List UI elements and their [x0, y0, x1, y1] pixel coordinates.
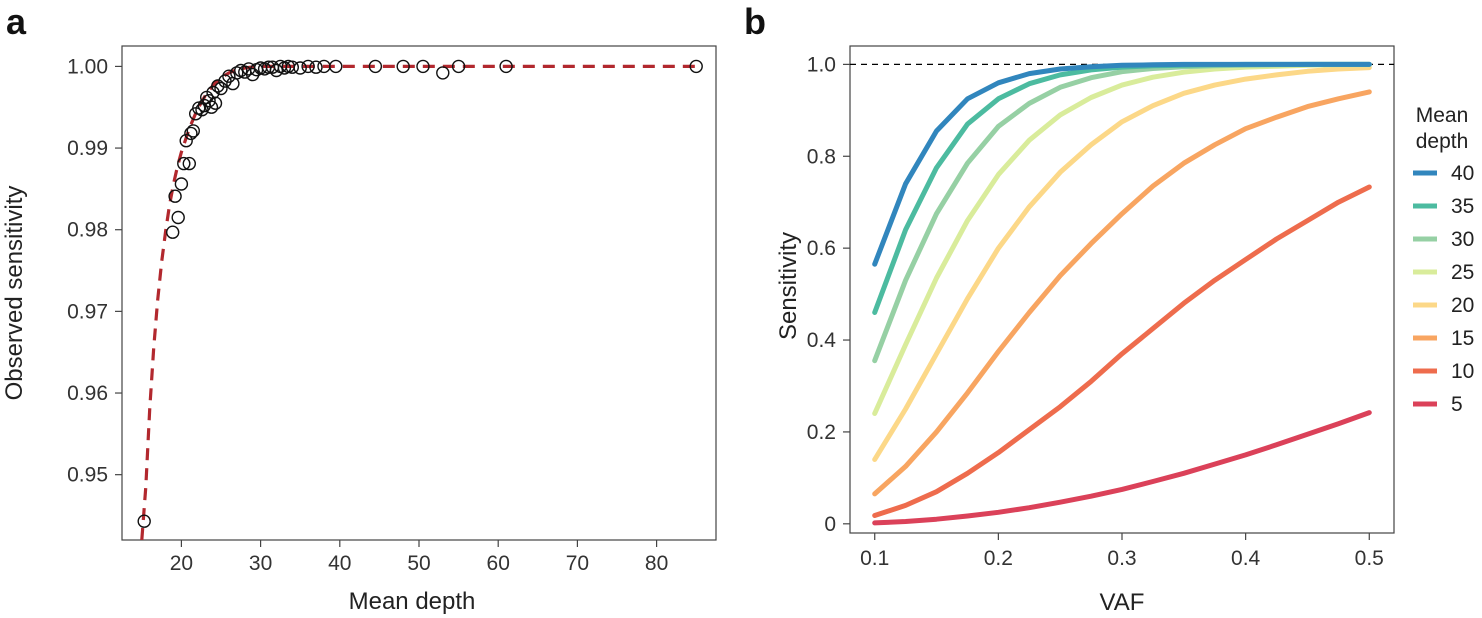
- legend-title-line-1: Mean: [1416, 104, 1469, 127]
- panel-a-x-tick-label: 40: [328, 552, 351, 575]
- legend-label-depth-30: 30: [1451, 228, 1474, 251]
- panel-a-fit-line: [140, 64, 697, 540]
- panel-a-point: [179, 133, 193, 148]
- panel-a-point: [171, 210, 185, 225]
- panel-a-point: [177, 156, 191, 171]
- panel-a-point: [499, 59, 513, 74]
- legend-label-depth-25: 25: [1451, 261, 1474, 284]
- series-line-depth-5: [872, 410, 1372, 526]
- panel-a-point: [165, 225, 180, 239]
- panel-a-point: [184, 126, 198, 141]
- panel-a-point: [168, 189, 182, 203]
- panel-a-point: [137, 514, 151, 528]
- panel-b: b 0.1 0.2 0.3 0.4 0.5 0 0.2 0.4 0.6 0.8 1.0 VAF S…: [744, 1, 1474, 616]
- panel-a-x-label: Mean depth: [349, 588, 476, 615]
- legend-label-depth-15: 15: [1451, 327, 1474, 350]
- panel-a-y-tick-label: 0.96: [67, 382, 108, 405]
- panel-a-x-tick-label: 30: [249, 552, 272, 575]
- panel-a-point: [285, 60, 299, 74]
- panel-b-series: [872, 61, 1372, 526]
- panel-b-y-tick-label: 0.8: [807, 145, 836, 168]
- panel-b-x-tick-label: 0.1: [860, 547, 889, 570]
- panel-a-point: [269, 63, 284, 78]
- panel-b-y-axis: 0 0.2 0.4 0.6 0.8 1.0: [807, 53, 850, 536]
- panel-b-y-tick-label: 1.0: [807, 53, 836, 76]
- panel-a-y-tick-label: 0.97: [67, 300, 108, 323]
- panel-a: a 20 30 40 50 60 70 80 0.95 0.96 0.97 0.98 0.99 1.0…: [1, 1, 717, 615]
- panel-a-x-tick-label: 70: [566, 552, 589, 575]
- panel-a-point: [329, 59, 343, 74]
- panel-a-y-label: Observed sensitivity: [1, 186, 28, 401]
- panel-b-x-tick-label: 0.5: [1355, 547, 1384, 570]
- panel-a-point: [396, 59, 410, 74]
- panel-a-y-tick-label: 0.98: [67, 219, 108, 242]
- panel-a-fit-line-group: [140, 64, 697, 540]
- panel-b-x-tick-label: 0.4: [1231, 547, 1261, 570]
- panel-a-y-axis: 0.95 0.96 0.97 0.98 0.99 1.00: [67, 55, 122, 487]
- panel-b-y-tick-label: 0.2: [807, 421, 836, 444]
- panel-b-letter: b: [744, 1, 766, 42]
- panel-a-x-tick-label: 60: [487, 552, 510, 575]
- panel-a-x-tick-label: 50: [407, 552, 430, 575]
- panel-a-point: [309, 60, 323, 74]
- panel-a-x-tick-label: 20: [170, 552, 193, 575]
- panel-a-point: [214, 81, 228, 96]
- legend-label-depth-5: 5: [1451, 393, 1463, 416]
- panel-a-point: [202, 93, 216, 108]
- series-line-depth-20: [872, 65, 1372, 462]
- panel-a-points: [137, 59, 703, 528]
- panel-b-x-label: VAF: [1100, 589, 1145, 616]
- panel-b-y-tick-label: 0: [824, 513, 836, 536]
- panel-a-point: [416, 59, 430, 74]
- panel-a-letter: a: [6, 1, 27, 42]
- series-line-depth-10: [872, 184, 1372, 518]
- panel-a-point: [436, 66, 450, 80]
- legend-label-depth-35: 35: [1451, 195, 1474, 218]
- panel-a-point: [368, 59, 383, 74]
- panel-a-point: [451, 59, 466, 74]
- legend-title-line-2: depth: [1416, 130, 1469, 153]
- panel-b-legend: Mean depth 40 35 30 25 20 15 10 5: [1413, 104, 1474, 416]
- panel-b-y-tick-label: 0.6: [807, 237, 836, 260]
- legend-label-depth-20: 20: [1451, 294, 1474, 317]
- panel-a-point: [211, 79, 225, 93]
- panel-a-point: [204, 100, 219, 114]
- panel-a-point: [301, 59, 315, 74]
- panel-a-x-tick-label: 80: [645, 552, 668, 575]
- panel-b-x-axis: 0.1 0.2 0.3 0.4 0.5: [860, 533, 1384, 570]
- panel-a-y-tick-label: 1.00: [67, 55, 108, 78]
- panel-b-x-tick-label: 0.3: [1107, 547, 1136, 570]
- panel-a-point: [208, 96, 223, 110]
- panel-a-point: [186, 124, 201, 138]
- panel-b-y-tick-label: 0.4: [807, 329, 837, 352]
- series-line-depth-35: [872, 61, 1372, 315]
- panel-a-x-axis: 20 30 40 50 60 70 80: [170, 540, 668, 575]
- legend-label-depth-10: 10: [1451, 360, 1474, 383]
- legend-label-depth-40: 40: [1451, 162, 1474, 185]
- panel-a-frame: [121, 45, 717, 541]
- panel-a-y-tick-label: 0.95: [67, 464, 108, 487]
- series-line-depth-40: [872, 61, 1372, 267]
- panel-a-point: [222, 69, 236, 83]
- panel-b-y-label: Sensitivity: [775, 232, 802, 340]
- panel-a-point: [182, 156, 197, 171]
- panel-a-point: [689, 59, 703, 74]
- panel-b-x-tick-label: 0.2: [984, 547, 1013, 570]
- series-line-depth-15: [872, 89, 1372, 497]
- panel-a-y-tick-label: 0.99: [67, 137, 108, 160]
- panel-a-point: [293, 61, 307, 75]
- panel-a-point: [174, 177, 189, 191]
